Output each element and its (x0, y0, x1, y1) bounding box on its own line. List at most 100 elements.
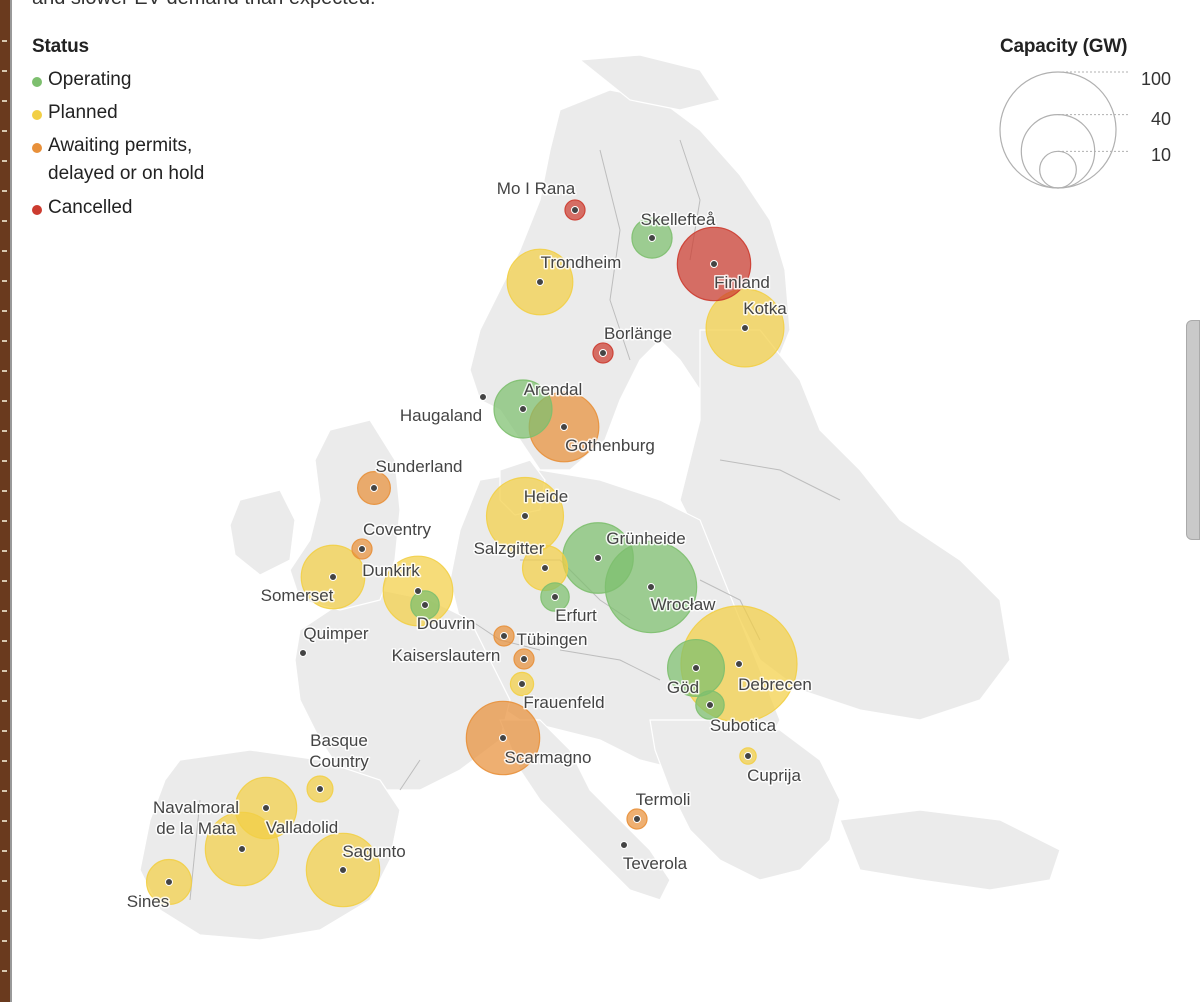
site-label-basque-country: Basque Country (309, 731, 369, 771)
site-label-frauenfeld: Frauenfeld (523, 693, 604, 712)
legend-item-cancelled: Cancelled (32, 194, 204, 222)
capacity-label-40: 40 (1151, 109, 1171, 129)
site-dot-heide (521, 512, 529, 520)
site-dot-coventry (358, 545, 366, 553)
site-dot-teverola (620, 841, 628, 849)
capacity-circle-10 (1039, 150, 1077, 189)
site-dot-douvrin (421, 601, 429, 609)
site-dot-scarmagno (499, 734, 507, 742)
site-label-cuprija: Cuprija (747, 766, 801, 785)
legend-item-planned: Planned (32, 99, 204, 127)
status-legend: Status Operating Planned Awaiting permit… (32, 36, 204, 222)
site-label-arendal: Arendal (524, 380, 583, 399)
site-dot-salzgitter (541, 564, 549, 572)
capacity-legend-circles: 100 40 10 (999, 69, 1171, 189)
legend-label-awaiting: Awaiting permits, (48, 135, 193, 156)
legend-title: Status (32, 36, 89, 57)
legend-label-awaiting-line2: delayed or on hold (48, 163, 205, 184)
cancelled-dot-icon (32, 205, 42, 215)
legend-label-cancelled: Cancelled (48, 197, 133, 218)
site-dot-dunkirk (414, 587, 422, 595)
site-dot-termoli (633, 815, 641, 823)
site-dot-borl-nge (599, 349, 607, 357)
site-label-teverola: Teverola (623, 854, 688, 873)
site-dot-debrecen (735, 660, 743, 668)
site-dot-sines (165, 878, 173, 886)
site-dot-mo-i-rana (571, 206, 579, 214)
site-dot-sagunto (339, 866, 347, 874)
site-label-gothenburg: Gothenburg (565, 436, 655, 455)
legend-label-planned: Planned (48, 102, 118, 123)
site-label-haugaland: Haugaland (400, 406, 482, 425)
site-dot-somerset (329, 573, 337, 581)
site-dot-trondheim (536, 278, 544, 286)
site-label-t-bingen: Tübingen (517, 630, 588, 649)
site-dot-subotica (706, 701, 714, 709)
site-labels: Mo I Rana Skellefteå Trondheim Finland Kotka… (125, 178, 813, 913)
land-france (294, 589, 511, 791)
site-label-quimper: Quimper (303, 624, 369, 643)
site-dot-g-d (692, 664, 700, 672)
planned-dot-icon (32, 110, 42, 120)
site-label-termoli: Termoli (636, 790, 691, 809)
site-label-wroc-aw: Wrocław (651, 595, 717, 614)
scrollbar-thumb[interactable] (1186, 320, 1200, 540)
site-dot-finland (710, 260, 718, 268)
site-dot-kotka (741, 324, 749, 332)
land-turkey (839, 809, 1061, 891)
capacity-label-10: 10 (1151, 145, 1171, 165)
site-label-g-d: Göd (667, 678, 699, 697)
site-bubbles (145, 199, 798, 908)
site-label-kaiserslautern: Kaiserslautern (392, 646, 501, 665)
site-label-scarmagno: Scarmagno (505, 748, 592, 767)
site-label-salzgitter: Salzgitter (474, 539, 545, 558)
site-label-kotka: Kotka (743, 299, 787, 318)
capacity-circle-100 (999, 71, 1117, 189)
legend-label-operating: Operating (48, 69, 132, 90)
land-north (578, 54, 721, 111)
site-dot-haugaland (479, 393, 487, 401)
site-label-erfurt: Erfurt (555, 606, 597, 625)
site-dot-erfurt (551, 593, 559, 601)
site-dot-sunderland (370, 484, 378, 492)
site-dot-kaiserslautern (520, 655, 528, 663)
capacity-legend-title: Capacity (GW) (1000, 36, 1128, 57)
site-dot-gr-nheide (594, 554, 602, 562)
operating-dot-icon (32, 77, 42, 87)
site-label-finland: Finland (714, 273, 770, 292)
site-label-somerset: Somerset (261, 586, 334, 605)
site-dot-valladolid (238, 845, 246, 853)
site-label-gr-nheide: Grünheide (606, 529, 685, 548)
site-label-sines: Sines (127, 892, 170, 911)
site-dot-skellefte- (648, 234, 656, 242)
site-label-borl-nge: Borlänge (604, 324, 672, 343)
site-dot-quimper (299, 649, 307, 657)
site-label-subotica: Subotica (710, 716, 777, 735)
site-label-trondheim: Trondheim (541, 253, 622, 272)
site-dot-wroc-aw (647, 583, 655, 591)
site-label-heide: Heide (524, 487, 568, 506)
capacity-label-100: 100 (1141, 69, 1171, 89)
legend-item-awaiting: Awaiting permits, delayed or on hold (32, 132, 204, 188)
site-label-sunderland: Sunderland (376, 457, 463, 476)
awaiting-dot-icon (32, 143, 42, 153)
site-label-navalmoral-de-la-mata: Navalmoral de la Mata (153, 798, 239, 838)
site-label-sagunto: Sagunto (342, 842, 405, 861)
site-label-douvrin: Douvrin (417, 614, 476, 633)
window-edge (0, 0, 12, 1002)
site-label-debrecen: Debrecen (738, 675, 812, 694)
site-dot-cuprija (744, 752, 752, 760)
subtitle-fragment: and slower EV demand than expected. (32, 0, 376, 10)
site-label-valladolid: Valladolid (266, 818, 338, 837)
site-label-coventry: Coventry (363, 520, 432, 539)
legend-item-operating: Operating (32, 66, 204, 94)
land-italy (499, 719, 671, 901)
site-label-skellefte-: Skellefteå (641, 210, 716, 229)
site-dot-frauenfeld (518, 680, 526, 688)
land-ireland (229, 489, 296, 576)
site-label-dunkirk: Dunkirk (362, 561, 420, 580)
capacity-legend: Capacity (GW) (1000, 36, 1180, 58)
site-dot-navalmoral-de-la-mata (262, 804, 270, 812)
site-dot-gothenburg (560, 423, 568, 431)
